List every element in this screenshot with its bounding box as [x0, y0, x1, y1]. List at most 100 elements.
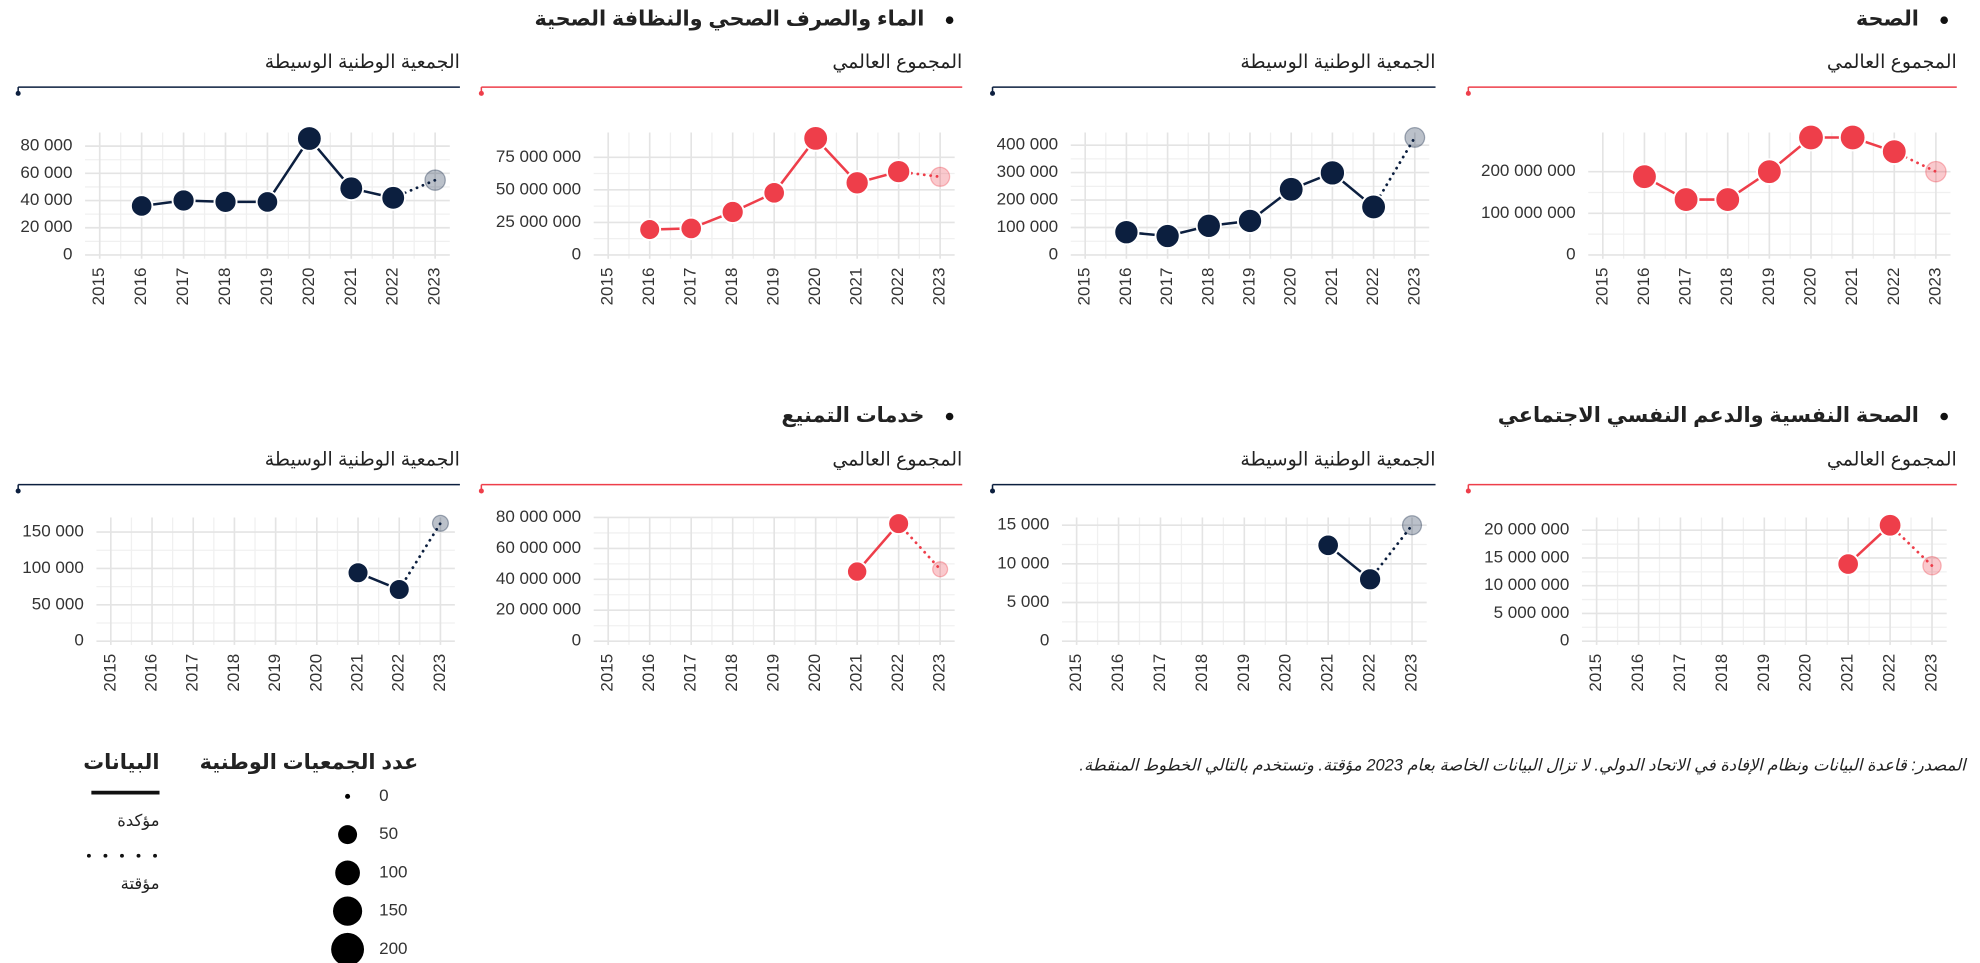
data-point	[930, 166, 951, 187]
y-tick-label: 80 000	[20, 136, 72, 155]
data-point	[1236, 207, 1264, 234]
data-point	[1838, 123, 1867, 152]
y-tick-label: 0	[572, 244, 581, 263]
x-tick-label: 2017	[681, 268, 700, 306]
x-tick-label: 2017	[1150, 654, 1169, 692]
x-tick-label: 2022	[383, 268, 402, 306]
chart-subtitle: الجمعية الوطنية الوسيطة	[1240, 450, 1435, 471]
data-point	[802, 125, 829, 152]
y-tick-label: 60 000	[20, 163, 72, 182]
provisional-line	[1372, 136, 1417, 209]
y-tick-label: 5 000	[1007, 592, 1050, 611]
data-point	[1113, 219, 1140, 246]
x-tick-label: 2023	[930, 268, 949, 306]
y-tick-label: 100 000 000	[1481, 203, 1576, 222]
y-tick-label: 200 000 000	[1481, 161, 1576, 180]
y-tick-label: 200 000	[997, 190, 1059, 209]
x-tick-label: 2019	[257, 268, 276, 306]
subtitle-rule-dot	[990, 90, 996, 96]
legend-size-circle	[345, 793, 351, 799]
x-tick-label: 2019	[764, 268, 783, 306]
data-point	[346, 561, 370, 585]
provisional-line	[397, 521, 442, 591]
legend-size-label: 0	[379, 786, 388, 805]
data-point	[844, 170, 870, 196]
section-bullet	[1940, 16, 1948, 24]
y-tick-label: 0	[1040, 631, 1049, 650]
subtitle-rule-dot	[15, 488, 21, 494]
data-point	[1318, 159, 1346, 187]
data-point	[720, 199, 745, 224]
x-tick-label: 2017	[1157, 268, 1176, 306]
data-point	[255, 190, 280, 214]
data-point	[1756, 158, 1783, 185]
legend-label: مؤكدة	[117, 812, 159, 831]
legend-label: مؤقتة	[121, 875, 160, 894]
x-tick-label: 2018	[722, 654, 741, 692]
x-tick-label: 2018	[722, 268, 741, 306]
section-title: الصحة	[1856, 8, 1919, 31]
subtitle-rule-dot	[15, 90, 21, 96]
y-tick-label: 15 000 000	[1484, 547, 1569, 566]
data-point	[424, 169, 446, 191]
chart-subtitle: الجمعية الوطنية الوسيطة	[265, 450, 460, 471]
section-bullet	[945, 412, 954, 421]
data-point	[1922, 555, 1942, 576]
x-tick-label: 2022	[389, 654, 408, 692]
section-title: الصحة النفسية والدعم النفسي الاجتماعي	[1498, 404, 1919, 427]
legend-title: البيانات	[83, 751, 159, 774]
chart-subtitle: المجموع العالمي	[832, 450, 962, 471]
x-tick-label: 2016	[131, 268, 150, 306]
x-tick-label: 2022	[888, 268, 907, 306]
data-point	[1797, 123, 1825, 152]
x-tick-label: 2016	[1628, 654, 1647, 692]
x-tick-label: 2018	[1717, 268, 1736, 306]
y-tick-label: 10 000	[997, 553, 1049, 572]
x-tick-label: 2023	[930, 654, 949, 692]
x-tick-label: 2021	[341, 268, 360, 306]
y-tick-label: 0	[572, 631, 581, 650]
data-point	[1672, 186, 1700, 213]
x-tick-label: 2020	[1796, 654, 1815, 692]
source-note: المصدر: قاعدة البيانات ونظام الإفادة في …	[1079, 756, 1968, 774]
data-point	[1401, 515, 1423, 536]
y-tick-label: 60 000 000	[496, 538, 581, 557]
x-tick-label: 2019	[1239, 268, 1258, 306]
x-tick-label: 2021	[1318, 654, 1337, 692]
x-tick-label: 2021	[847, 268, 866, 306]
section-title: الماء والصرف الصحي والنظافة الصحية	[535, 8, 925, 31]
x-tick-label: 2018	[1712, 654, 1731, 692]
y-tick-label: 0	[1560, 631, 1569, 650]
x-tick-label: 2019	[764, 654, 783, 692]
chart-subtitle: المجموع العالمي	[1827, 52, 1957, 73]
x-tick-label: 2018	[1192, 654, 1211, 692]
data-point	[1404, 127, 1426, 148]
y-tick-label: 150 000	[22, 522, 84, 541]
x-tick-label: 2019	[1759, 268, 1778, 306]
x-tick-label: 2020	[1800, 268, 1819, 306]
chart-subtitle: الجمعية الوطنية الوسيطة	[1240, 52, 1435, 73]
y-tick-label: 75 000 000	[496, 147, 581, 166]
y-tick-label: 40 000	[20, 190, 72, 209]
y-tick-label: 25 000 000	[496, 212, 581, 231]
subtitle-rule-dot	[478, 488, 484, 494]
x-tick-label: 2016	[639, 268, 658, 306]
chart-subtitle: الجمعية الوطنية الوسيطة	[265, 52, 460, 73]
legend-size-label: 100	[379, 862, 407, 881]
x-tick-label: 2020	[1281, 268, 1300, 306]
y-tick-label: 400 000	[997, 135, 1059, 154]
data-point	[886, 159, 912, 185]
x-tick-label: 2022	[1360, 654, 1379, 692]
x-tick-label: 2020	[306, 654, 325, 692]
data-point	[1277, 176, 1305, 203]
x-tick-label: 2018	[215, 268, 234, 306]
y-tick-label: 100 000	[997, 217, 1059, 236]
x-tick-label: 2023	[425, 268, 444, 306]
subtitle-rule-dot	[1465, 488, 1471, 494]
x-tick-label: 2017	[681, 654, 700, 692]
x-tick-label: 2022	[1880, 654, 1899, 692]
x-tick-label: 2016	[639, 654, 658, 692]
x-tick-label: 2023	[1402, 654, 1421, 692]
data-point	[1154, 222, 1181, 250]
data-point	[171, 188, 196, 213]
